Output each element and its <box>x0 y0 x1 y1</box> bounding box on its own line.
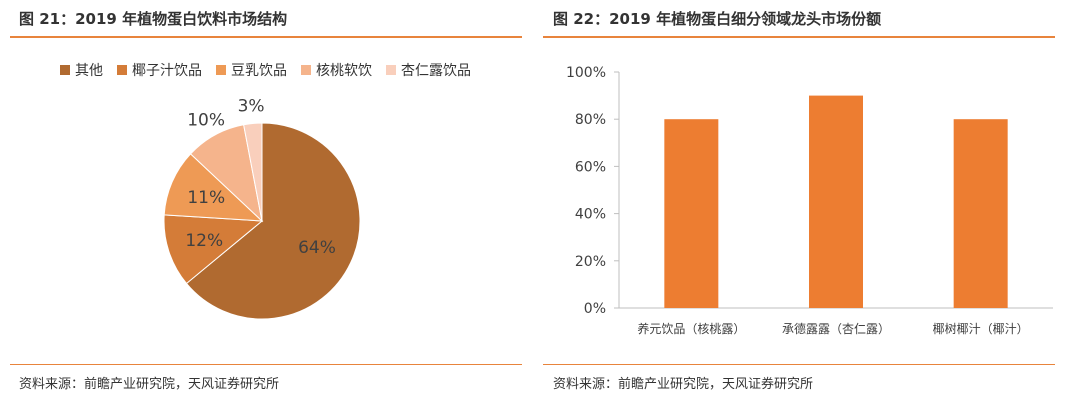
legend-label: 核桃软饮 <box>316 63 372 79</box>
legend-label: 其他 <box>75 63 103 79</box>
pie-slice-label: 3% <box>238 97 265 117</box>
bar-chart-source: 资料来源：前瞻产业研究院，天风证券研究所 <box>553 377 814 392</box>
bar-chart: 0% 20% 40% 60% 80% 100% 养元饮品（核桃露） 承德露露（杏仁露） 椰树椰汁… <box>566 65 1053 336</box>
pie-chart-source: 资料来源：前瞻产业研究院，天风证券研究所 <box>19 377 280 392</box>
source-divider <box>543 364 1055 365</box>
bar <box>664 119 719 308</box>
legend-item: 核桃软饮 <box>301 60 372 80</box>
pie-slice <box>163 153 264 222</box>
bar-chart-panel: 图 22：2019 年植物蛋白细分领域龙头市场份额 0% 20% 40% 60% 80%… <box>543 0 1080 402</box>
pie-chart-title: 图 21：2019 年植物蛋白饮料市场结构 <box>19 10 288 28</box>
title-divider <box>543 36 1055 38</box>
pie-slice-label: 12% <box>185 231 223 251</box>
y-tick-label: 0% <box>584 301 606 317</box>
legend-label: 椰子汁饮品 <box>132 63 202 79</box>
bar <box>809 95 863 308</box>
x-tick-label: 椰树椰汁（椰汁） <box>933 321 1029 336</box>
legend-swatch <box>117 65 127 75</box>
bar <box>953 119 1008 308</box>
pie-legend: 其他 椰子汁饮品 豆乳饮品 核桃软饮 杏仁露饮品 <box>60 60 485 80</box>
y-tick-label: 20% <box>575 254 606 270</box>
pie-chart: 64% 12% 11% 10% 3% <box>163 97 361 320</box>
pie-slice-label: 11% <box>187 188 225 208</box>
legend-label: 豆乳饮品 <box>231 63 287 79</box>
pie-slice <box>185 122 361 320</box>
legend-item: 豆乳饮品 <box>216 60 287 80</box>
pie-slice <box>163 214 264 285</box>
legend-item: 其他 <box>60 60 103 80</box>
pie-slice-label: 64% <box>298 238 336 258</box>
pie-slice-label: 10% <box>187 110 225 130</box>
legend-swatch <box>386 65 396 75</box>
pie-chart-panel: 图 21：2019 年植物蛋白饮料市场结构 其他 椰子汁饮品 豆乳饮品 核桃软饮 杏仁露… <box>0 0 522 402</box>
legend-swatch <box>60 65 70 75</box>
bar-chart-title: 图 22：2019 年植物蛋白细分领域龙头市场份额 <box>553 10 882 28</box>
y-tick-label: 80% <box>575 112 606 128</box>
legend-swatch <box>301 65 311 75</box>
legend-item: 杏仁露饮品 <box>386 60 471 80</box>
x-tick-label: 养元饮品（核桃露） <box>637 321 745 336</box>
y-tick-label: 40% <box>575 207 606 223</box>
x-tick-label: 承德露露（杏仁露） <box>782 321 890 336</box>
y-tick-label: 60% <box>575 159 606 175</box>
pie-slice <box>243 122 263 222</box>
y-tick-label: 100% <box>566 65 606 81</box>
title-divider <box>10 36 522 38</box>
legend-swatch <box>216 65 226 75</box>
legend-label: 杏仁露饮品 <box>401 63 471 79</box>
source-divider <box>10 364 522 365</box>
legend-item: 椰子汁饮品 <box>117 60 202 80</box>
